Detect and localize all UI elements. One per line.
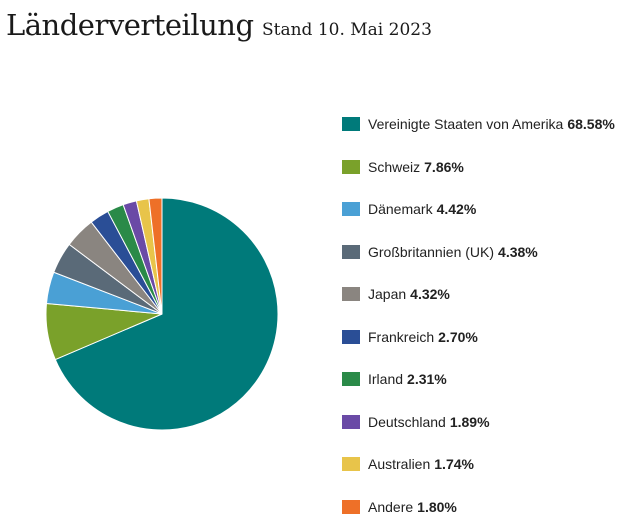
legend-value: 4.38% [498, 243, 538, 260]
legend-swatch [342, 457, 360, 471]
pie-chart [45, 197, 279, 431]
legend-swatch [342, 499, 360, 514]
legend-label: Irland [368, 371, 404, 387]
legend-value: 1.80% [417, 498, 457, 515]
legend-label: Schweiz [368, 158, 421, 175]
legend-item-1[interactable]: Schweiz 7.86% [342, 155, 464, 179]
legend-swatch [342, 244, 360, 259]
legend-item-4[interactable]: Japan 4.32% [342, 282, 450, 306]
legend-label: Australien [368, 456, 431, 472]
legend-swatch [342, 287, 360, 301]
legend-value: 68.58% [567, 116, 615, 132]
legend-item-3[interactable]: Großbritannien (UK) 4.38% [342, 240, 538, 264]
legend-label: Andere [368, 498, 414, 515]
legend-item-7[interactable]: Deutschland 1.89% [342, 410, 490, 434]
pie-slice-0[interactable] [54, 197, 279, 431]
legend-label: Dänemark [368, 201, 433, 217]
legend-value: 7.86% [424, 158, 464, 175]
legend-swatch [342, 414, 360, 429]
legend-swatch [342, 159, 360, 174]
legend-value: 4.42% [436, 201, 477, 217]
chart-title: Länderverteilung [6, 8, 254, 42]
legend-label: Großbritannien (UK) [368, 243, 495, 260]
legend-swatch [342, 117, 360, 131]
legend-label: Japan [368, 286, 407, 302]
chart-subtitle: Stand 10. Mai 2023 [261, 20, 432, 40]
legend-value: 1.89% [449, 413, 490, 430]
legend-item-0[interactable]: Vereinigte Staaten von Amerika 68.58% [342, 112, 615, 136]
legend-item-9[interactable]: Andere 1.80% [342, 495, 457, 519]
legend-item-5[interactable]: Frankreich 2.70% [342, 325, 478, 349]
legend-item-8[interactable]: Australien 1.74% [342, 452, 474, 476]
legend-value: 2.70% [438, 328, 478, 345]
legend-value: 1.74% [434, 456, 474, 472]
legend-item-6[interactable]: Irland 2.31% [342, 367, 447, 391]
chart-header: Länderverteilung Stand 10. Mai 2023 [6, 8, 432, 42]
legend-swatch [342, 202, 360, 216]
legend-label: Frankreich [368, 328, 435, 345]
legend-item-2[interactable]: Dänemark 4.42% [342, 197, 476, 221]
legend-value: 4.32% [410, 286, 450, 302]
legend-label: Vereinigte Staaten von Amerika [368, 116, 564, 132]
pie-slice-9[interactable] [148, 197, 163, 315]
legend-swatch [342, 372, 360, 386]
legend-swatch [342, 329, 360, 344]
legend-value: 2.31% [407, 371, 447, 387]
legend-label: Deutschland [368, 413, 446, 430]
